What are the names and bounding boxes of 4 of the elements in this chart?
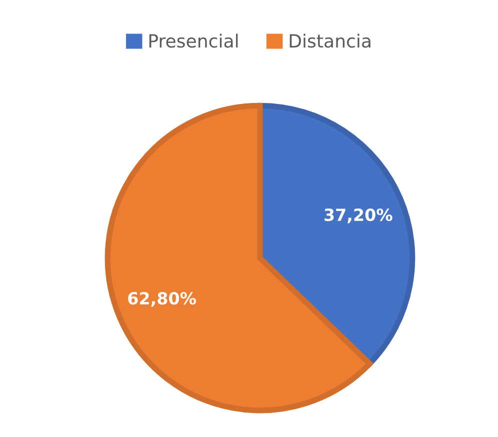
data-label: 62,80%: [128, 292, 196, 307]
legend-label: Presencial: [149, 34, 238, 48]
data-label: 37,20%: [324, 208, 392, 224]
legend-label: Distancia: [290, 34, 370, 48]
